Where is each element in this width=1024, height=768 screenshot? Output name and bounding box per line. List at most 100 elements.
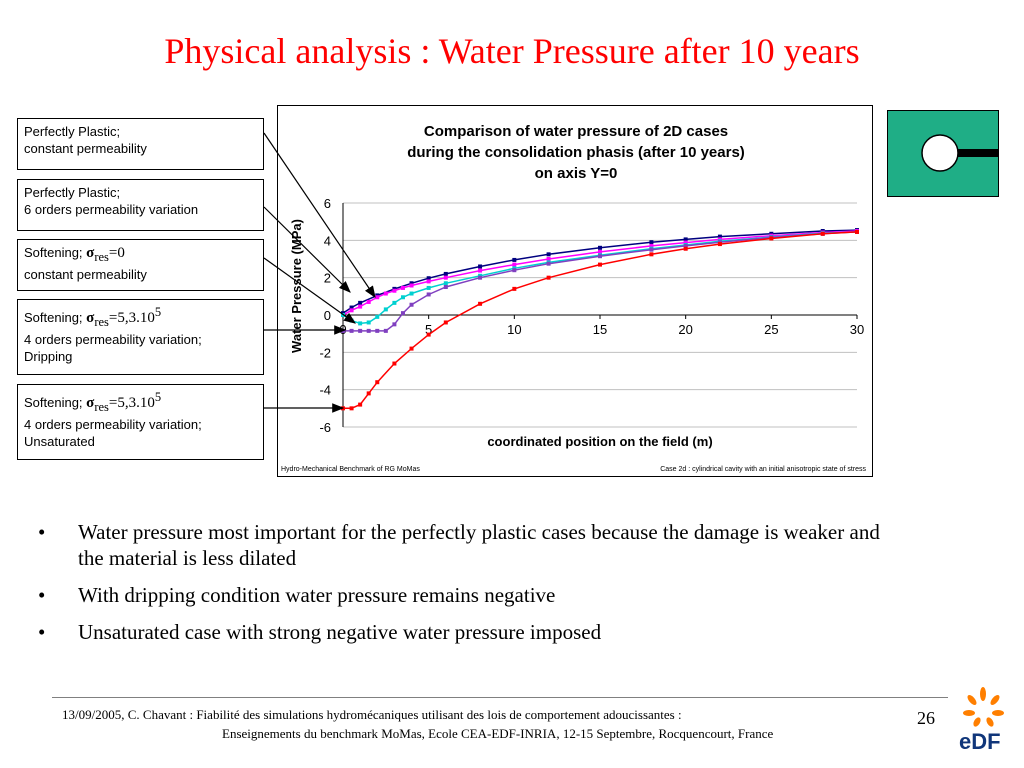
y-tick-label: 0 (324, 308, 331, 323)
legend-line: 4 orders permeability variation; (24, 332, 202, 347)
data-point (358, 304, 363, 309)
chart-title-line: Comparison of water pressure of 2D cases (423, 123, 729, 140)
y-tick-label: -6 (319, 420, 331, 435)
legend-box-perfectly-plastic-variation: Perfectly Plastic; 6 orders permeability… (17, 179, 264, 231)
data-point (683, 240, 688, 245)
data-point (349, 305, 354, 310)
bullet-item: Water pressure most important for the pe… (38, 519, 908, 571)
y-axis-label: Water Pressure (MPa) (289, 219, 304, 353)
data-point (717, 242, 722, 247)
data-point (426, 292, 431, 297)
cavity-diagram-icon (887, 110, 999, 197)
chart-title-line: during the consolidation phasis (after 1… (407, 144, 745, 161)
data-point (409, 283, 414, 288)
data-point (426, 279, 431, 284)
arrow (263, 257, 356, 324)
data-point (366, 320, 371, 325)
data-point (649, 243, 654, 248)
footer-citation-line1: 13/09/2005, C. Chavant : Fiabilité des s… (62, 707, 682, 722)
bullet-item: With dripping condition water pressure r… (38, 582, 908, 608)
data-point (349, 308, 354, 313)
footer-divider (52, 697, 948, 698)
data-point (598, 249, 602, 254)
data-point (400, 311, 405, 316)
data-point (392, 322, 397, 327)
data-point (409, 281, 414, 286)
x-tick-label: 20 (678, 322, 692, 337)
data-point (546, 275, 551, 280)
logo-text: eDF (959, 729, 1001, 754)
data-point (512, 262, 517, 267)
data-point (598, 254, 602, 259)
data-point (358, 321, 363, 326)
data-point (478, 264, 483, 269)
data-point (512, 257, 517, 262)
chart-footer-right: Case 2d : cylindrical cavity with an ini… (660, 466, 866, 473)
data-point (598, 245, 602, 250)
x-tick-label: 25 (764, 322, 778, 337)
data-point (769, 236, 774, 241)
data-point (366, 299, 371, 304)
legend-line: Perfectly Plastic; (24, 185, 121, 200)
data-point (649, 240, 654, 245)
data-point (358, 300, 363, 305)
edf-logo: eDF (955, 686, 1015, 756)
data-point (383, 307, 388, 312)
data-point (358, 328, 363, 333)
x-tick-label: 5 (425, 322, 432, 337)
data-point (546, 257, 551, 261)
data-point (820, 231, 825, 236)
data-point (366, 328, 371, 333)
data-point (392, 361, 397, 366)
x-axis-label: coordinated position on the field (m) (487, 434, 712, 449)
data-point (478, 275, 483, 280)
data-point (400, 295, 405, 300)
chart-footer-left: Hydro-Mechanical Benchmark of RG MoMas (281, 466, 420, 473)
series-line-2 (342, 230, 858, 316)
legend-line: Unsaturated (24, 434, 95, 449)
legend-line: Dripping (24, 349, 73, 364)
data-point (598, 262, 602, 267)
data-point (392, 300, 397, 305)
series-line-5 (343, 231, 858, 410)
data-point (478, 301, 483, 306)
data-point (683, 246, 688, 251)
x-tick-label: 10 (507, 322, 521, 337)
chart-title: Comparison of water pressure of 2D cases… (278, 121, 874, 184)
data-point (409, 291, 414, 296)
legend-box-softening-dripping: Softening; σres=5,3.105 4 orders permeab… (17, 299, 264, 375)
data-point (546, 252, 551, 257)
data-point (409, 302, 414, 307)
data-point (546, 261, 551, 266)
legend-line: Perfectly Plastic; (24, 124, 121, 139)
legend-prefix: Softening; (24, 395, 83, 410)
y-tick-label: -2 (319, 345, 331, 360)
sigma-res-formula: σres=5,3.105 (86, 305, 162, 329)
data-point (375, 328, 380, 333)
data-point (443, 320, 448, 325)
page-number: 26 (917, 708, 935, 728)
legend-line: 4 orders permeability variation; (24, 417, 202, 432)
data-point (683, 237, 688, 242)
x-tick-label: 15 (593, 322, 607, 337)
data-point (366, 391, 371, 396)
legend-box-perfectly-plastic-constant: Perfectly Plastic; constant permeability (17, 118, 264, 170)
data-point (512, 286, 517, 291)
data-point (717, 234, 722, 239)
data-point (383, 291, 388, 296)
slide-title: Physical analysis : Water Pressure after… (164, 31, 860, 71)
data-point (512, 268, 517, 273)
data-point (443, 275, 448, 280)
data-point (478, 268, 483, 273)
legend-line: Softening; σres=0 (24, 244, 257, 266)
bullet-item: Unsaturated case with strong negative wa… (38, 619, 908, 645)
y-tick-label: 2 (324, 271, 331, 286)
data-point (649, 247, 654, 252)
x-tick-label: 30 (850, 322, 864, 337)
data-point (392, 288, 397, 293)
data-point (400, 285, 405, 290)
y-tick-label: 4 (324, 233, 331, 248)
data-point (855, 229, 859, 234)
data-point (375, 380, 380, 385)
data-point (426, 332, 431, 337)
